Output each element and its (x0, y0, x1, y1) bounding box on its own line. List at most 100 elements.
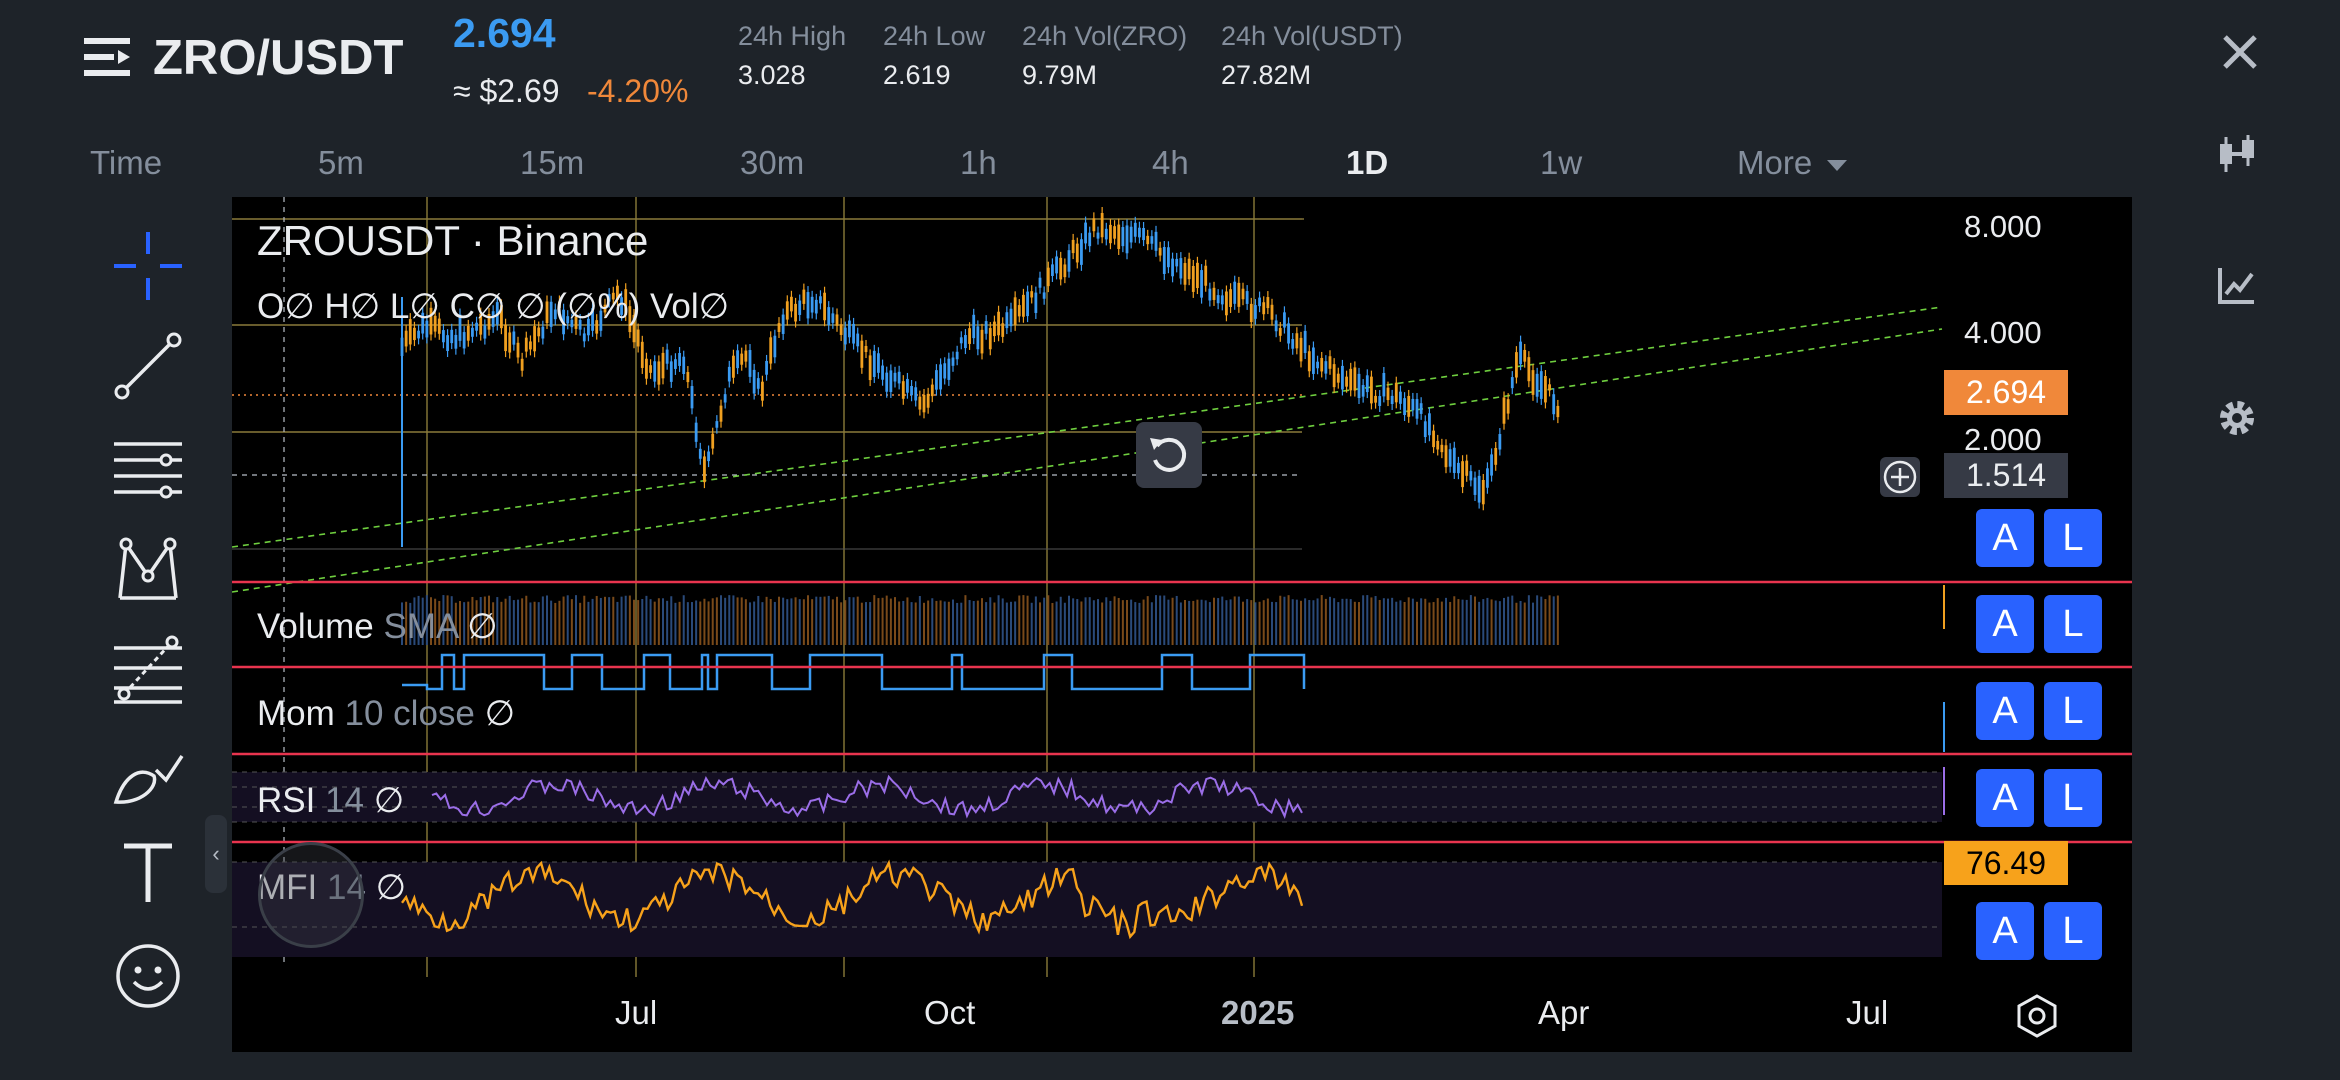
candle-body-221 (1316, 361, 1319, 369)
volume-bar-263 (1490, 599, 1493, 645)
volume-bar-159 (1059, 596, 1062, 645)
alert-button-mfi[interactable]: A (1976, 902, 2034, 960)
pattern-tool-icon[interactable] (110, 532, 186, 608)
log-button-mom[interactable]: L (2044, 682, 2102, 740)
timeframe-30m[interactable]: 30m (740, 144, 805, 181)
pane-separators[interactable] (232, 580, 2132, 844)
candle-body-41 (570, 319, 574, 328)
log-button-volume[interactable]: L (2044, 595, 2102, 653)
timeframe-time[interactable]: Time (90, 144, 163, 181)
settings-hexagon-icon[interactable] (2014, 993, 2060, 1039)
volume-legend[interactable]: Volume SMA ∅ (257, 607, 498, 647)
candle-body-68 (682, 356, 686, 375)
volume-bar-176 (1130, 599, 1133, 645)
volume-bar-117 (885, 595, 888, 645)
text-tool-icon[interactable] (110, 836, 186, 912)
rsi-legend[interactable]: RSI 14 ∅ (257, 781, 404, 821)
volume-bar-14 (459, 601, 461, 645)
add-plus-icon[interactable] (1880, 457, 1920, 497)
timeframe-1d[interactable]: 1D (1346, 144, 1389, 181)
mfi-line (401, 859, 1304, 940)
timeframe-1h[interactable]: 1h (960, 144, 997, 181)
emoji-icon[interactable] (110, 938, 186, 1014)
volume-bar-196 (1213, 597, 1215, 645)
magnifier-overlay[interactable] (258, 842, 364, 948)
trend-line-icon[interactable] (110, 328, 186, 404)
horizontal-lines-icon[interactable] (110, 430, 186, 506)
volume-bar-213 (1283, 596, 1286, 645)
timeframe-4h[interactable]: 4h (1152, 144, 1189, 181)
volume-bar-239 (1391, 597, 1394, 645)
volume-bar-39 (562, 596, 565, 645)
candle-body-274 (1535, 373, 1539, 397)
volume-bar-53 (620, 596, 623, 645)
log-button-main[interactable]: L (2044, 509, 2102, 567)
alert-button-mom[interactable]: A (1976, 682, 2034, 740)
alert-button-main[interactable]: A (1976, 509, 2034, 567)
candle-body-176 (1129, 226, 1133, 243)
volume-bar-271 (1523, 602, 1526, 645)
candle-body-135 (959, 337, 963, 344)
log-button-rsi[interactable]: L (2044, 769, 2102, 827)
volume-bar-134 (956, 602, 959, 645)
volume-bar-208 (1262, 600, 1265, 645)
candle-body-107 (843, 327, 847, 345)
alert-button-volume[interactable]: A (1976, 595, 2034, 653)
candle-body-246 (1419, 403, 1423, 414)
toolbar-collapse-handle[interactable]: ‹ (205, 815, 227, 893)
candles (400, 207, 1560, 547)
volume-bar-136 (964, 595, 967, 645)
close-icon[interactable] (2222, 34, 2258, 70)
volume-bar-33 (537, 602, 540, 645)
volume-bar-148 (1014, 601, 1017, 645)
candle-body-61 (653, 361, 657, 382)
menu-icon[interactable] (84, 34, 134, 80)
volume-bar-116 (881, 597, 884, 645)
volume-bar-226 (1337, 602, 1340, 645)
volume-bar-204 (1246, 599, 1249, 645)
gear-icon[interactable] (2216, 397, 2258, 439)
timeframe-1w[interactable]: 1w (1540, 144, 1583, 181)
candle-body-130 (939, 364, 942, 390)
volume-bar-276 (1544, 599, 1547, 645)
timeframe-more[interactable]: More (1737, 144, 1848, 182)
candle-body-220 (1312, 347, 1315, 374)
candle-body-31 (529, 341, 532, 350)
symbol-title: ZROUSDT · Binance (257, 217, 649, 264)
candle-body-4 (417, 330, 420, 339)
candle-body-54 (624, 289, 628, 316)
candle-body-167 (1092, 218, 1096, 232)
candle-body-89 (769, 337, 773, 364)
volume-bar-153 (1034, 596, 1037, 645)
candle-body-132 (947, 358, 951, 380)
chart-canvas[interactable] (232, 197, 2132, 1052)
volume-bar-97 (802, 599, 805, 645)
volume-bar-222 (1320, 595, 1323, 645)
reset-chart-icon[interactable] (1136, 422, 1202, 488)
volume-bar-6 (425, 595, 428, 645)
alert-button-rsi[interactable]: A (1976, 769, 2034, 827)
timeframe-5m[interactable]: 5m (318, 144, 364, 181)
mom-legend[interactable]: Mom 10 close ∅ (257, 694, 515, 734)
trendlines[interactable] (232, 306, 1943, 593)
log-button-mfi[interactable]: L (2044, 902, 2102, 960)
fib-retracement-icon[interactable] (110, 634, 186, 710)
candle-body-108 (848, 320, 851, 338)
candle-body-232 (1361, 385, 1365, 397)
volume-bar-118 (889, 598, 892, 645)
volume-bar-75 (711, 598, 714, 645)
brush-icon[interactable] (110, 740, 186, 816)
candlestick-icon[interactable] (2216, 134, 2258, 176)
crosshair-icon[interactable] (110, 228, 186, 304)
volume-bar-181 (1150, 602, 1153, 645)
candle-body-187 (1175, 258, 1179, 267)
chart-area[interactable]: ZROUSDT · Binance O∅ H∅ L∅ C∅ ∅ (∅%) Vol… (232, 197, 2132, 1052)
candle-body-183 (1158, 247, 1162, 256)
timeframe-15m[interactable]: 15m (520, 144, 585, 181)
volume-bar-224 (1329, 596, 1331, 645)
candle-body-51 (611, 292, 615, 300)
indicators-icon[interactable] (2216, 264, 2258, 306)
volume-bar-157 (1051, 602, 1054, 645)
volume-bar-220 (1312, 600, 1315, 645)
trading-pair[interactable]: ZRO/USDT (153, 31, 404, 85)
